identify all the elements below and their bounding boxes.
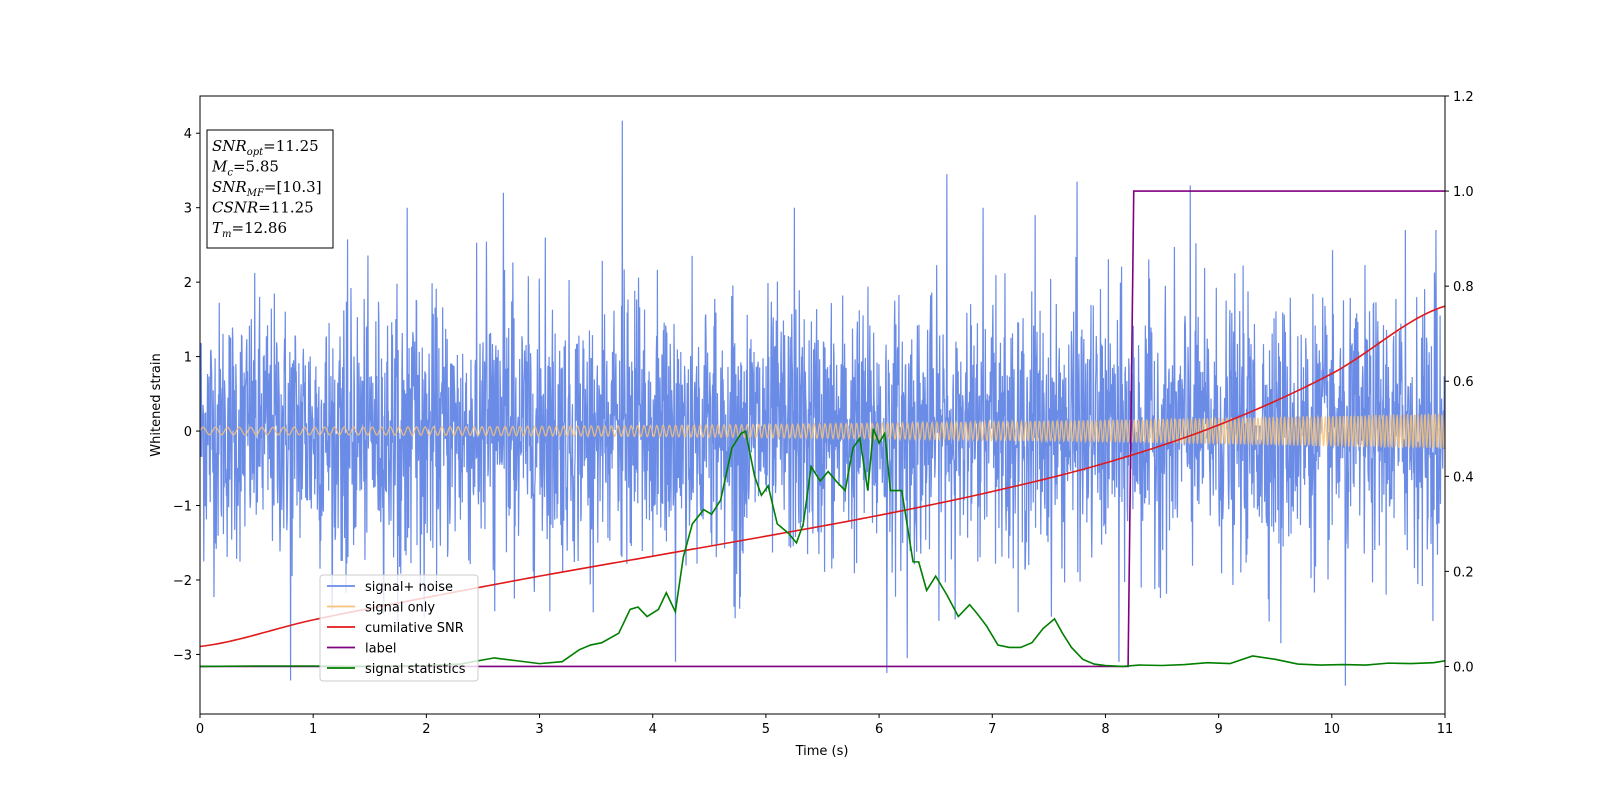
legend-label-label: label bbox=[365, 642, 396, 657]
x-tick-label: 9 bbox=[1214, 722, 1222, 737]
y-tick-left-label: 1 bbox=[184, 351, 192, 366]
y-axis-label: Whitened strain bbox=[149, 353, 164, 456]
y-tick-right-label: 0.4 bbox=[1453, 470, 1474, 485]
y-axis-right: 0.0 0.2 0.4 0.6 0.8 1.0 1.2 bbox=[1445, 90, 1474, 675]
x-tick-label: 8 bbox=[1101, 722, 1109, 737]
legend: signal+ noise signal only cumilative SNR la… bbox=[319, 574, 479, 682]
y-tick-right-label: 1.0 bbox=[1453, 185, 1474, 200]
y-tick-left-label: 3 bbox=[184, 202, 192, 217]
annotation-frame bbox=[206, 129, 334, 249]
signal-statistics-line bbox=[200, 428, 1445, 668]
x-tick-label: 11 bbox=[1437, 722, 1454, 737]
legend-signal-only-label: signal only bbox=[365, 601, 435, 616]
annotation-line: Tm=12.86 bbox=[212, 219, 287, 240]
x-tick-label: 3 bbox=[535, 722, 543, 737]
x-axis-label: Time (s) bbox=[795, 744, 849, 759]
series-signal-only bbox=[200, 413, 1445, 449]
annotation-box: SNRopt=11.25Mc=5.85SNRMF=[10.3]CSNR=11.2… bbox=[206, 129, 334, 249]
label-line bbox=[200, 190, 1445, 668]
annotation-line: CSNR=11.25 bbox=[212, 199, 314, 217]
x-tick-label: 6 bbox=[875, 722, 883, 737]
x-tick-label: 1 bbox=[309, 722, 317, 737]
legend-cumulative-snr-label: cumilative SNR bbox=[365, 621, 464, 636]
y-tick-right-label: 0.0 bbox=[1453, 660, 1474, 675]
x-tick-label: 10 bbox=[1324, 722, 1341, 737]
y-tick-left-label: 0 bbox=[184, 425, 192, 440]
annotation-line: SNRMF=[10.3] bbox=[212, 178, 322, 199]
series-signal-noise bbox=[200, 120, 1445, 686]
y-tick-left-label: −2 bbox=[173, 574, 192, 589]
y-tick-right-label: 0.8 bbox=[1453, 280, 1474, 295]
y-tick-left-label: 4 bbox=[184, 127, 192, 142]
x-tick-label: 4 bbox=[649, 722, 657, 737]
y-tick-right-label: 1.2 bbox=[1453, 90, 1474, 105]
plot-frame bbox=[199, 95, 1446, 715]
y-tick-right-label: 0.6 bbox=[1453, 375, 1474, 390]
x-axis: 0 1 2 3 4 5 6 7 8 9 10 11 bbox=[196, 714, 1453, 737]
annotation-line: SNRopt=11.25 bbox=[212, 137, 319, 158]
y-axis-left: −3 −2 −1 0 1 2 3 4 bbox=[173, 127, 200, 663]
x-tick-label: 7 bbox=[988, 722, 996, 737]
legend-signal-statistics-label: signal statistics bbox=[365, 662, 466, 677]
x-tick-label: 5 bbox=[762, 722, 770, 737]
legend-frame bbox=[319, 574, 479, 682]
signal-noise-line bbox=[200, 120, 1445, 686]
y-tick-left-label: −3 bbox=[173, 648, 192, 663]
legend-signal-noise-label: signal+ noise bbox=[365, 580, 453, 595]
signal-only-line bbox=[200, 413, 1445, 449]
annotation-line: Mc=5.85 bbox=[211, 158, 279, 179]
y-tick-right-label: 0.2 bbox=[1453, 565, 1474, 580]
y-tick-left-label: 2 bbox=[184, 276, 192, 291]
x-tick-label: 0 bbox=[196, 722, 204, 737]
x-tick-label: 2 bbox=[422, 722, 430, 737]
y-tick-left-label: −1 bbox=[173, 500, 192, 515]
